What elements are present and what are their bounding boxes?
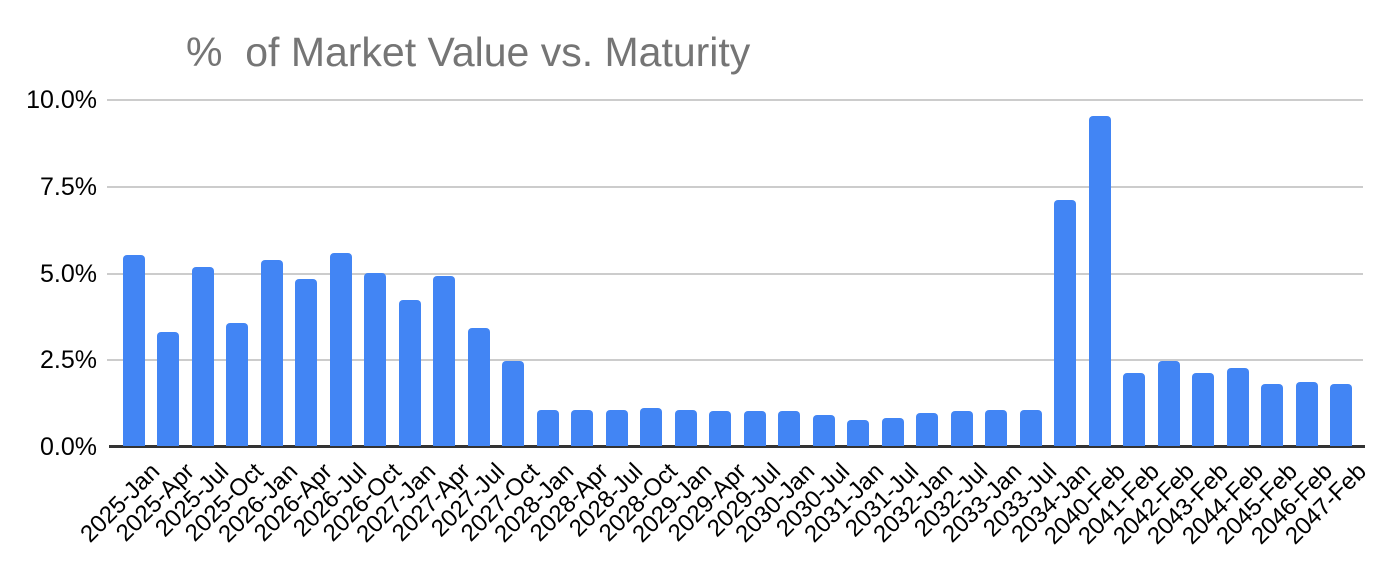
bar-2029-Jan <box>674 409 697 446</box>
bar-2032-Jan <box>916 413 939 446</box>
bar-2042-Feb <box>1157 361 1180 446</box>
x-axis-line <box>109 445 1365 448</box>
bar-2027-Oct <box>502 361 525 446</box>
bar-2040-Feb <box>1088 116 1111 446</box>
bar-2029-Jul <box>743 411 766 446</box>
bar-2026-Jul <box>329 253 352 446</box>
y-tick-label-2.5%: 2.5% <box>40 346 97 375</box>
chart-title: % of Market Value vs. Maturity <box>186 29 751 75</box>
plot-area <box>107 99 1365 448</box>
bar-2031-Jan <box>847 419 870 446</box>
bar-2031-Jul <box>881 418 904 446</box>
bar-2028-Apr <box>571 409 594 446</box>
y-tick-label-5.0%: 5.0% <box>40 259 97 288</box>
bar-2034-Jan <box>1054 199 1077 446</box>
bar-2041-Feb <box>1123 373 1146 446</box>
bar-2025-Jul <box>191 267 214 446</box>
bar-2027-Jul <box>467 328 490 446</box>
bar-2025-Jan <box>123 255 145 446</box>
y-tick-label-7.5%: 7.5% <box>40 172 97 201</box>
gridline-5 <box>107 272 1363 275</box>
bar-2026-Jan <box>260 260 283 446</box>
bar-2044-Feb <box>1226 367 1249 446</box>
gridline-2.5 <box>107 359 1363 362</box>
y-tick-label-10.0%: 10.0% <box>26 86 97 114</box>
y-tick-label-0.0%: 0.0% <box>40 433 97 461</box>
bar-2026-Oct <box>364 272 387 446</box>
bar-2026-Apr <box>295 279 318 446</box>
bar-2033-Jan <box>985 409 1008 446</box>
bar-2028-Jan <box>536 409 559 446</box>
bar-2030-Jan <box>778 411 801 446</box>
bar-2045-Feb <box>1261 383 1284 446</box>
gridline-7.5 <box>107 185 1363 188</box>
bar-2025-Apr <box>157 331 180 446</box>
bar-2033-Jul <box>1019 409 1042 446</box>
bar-2027-Jan <box>398 300 421 446</box>
bar-2025-Oct <box>226 322 249 446</box>
bar-2027-Apr <box>433 275 456 446</box>
bar-2029-Apr <box>709 411 732 446</box>
bar-2032-Jul <box>950 411 973 446</box>
bar-2028-Jul <box>605 409 628 446</box>
bar-2043-Feb <box>1192 373 1215 446</box>
bar-2028-Oct <box>640 407 663 446</box>
bar-2047-Feb <box>1330 383 1353 446</box>
bar-2030-Jul <box>812 414 835 446</box>
bar-2046-Feb <box>1295 381 1318 446</box>
gridline-10 <box>107 99 1363 101</box>
